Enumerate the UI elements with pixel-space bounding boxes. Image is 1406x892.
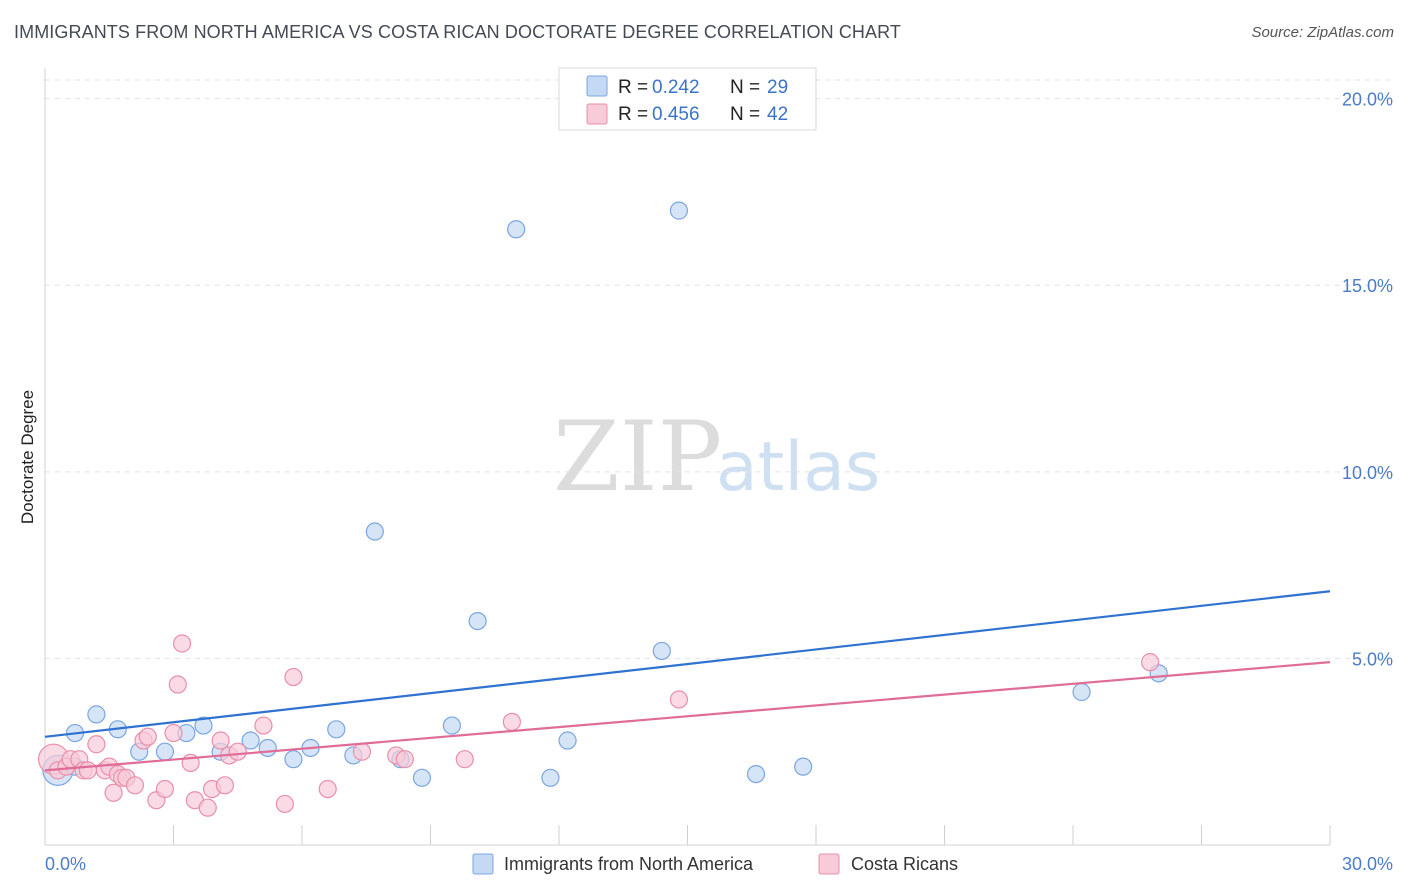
costa-ricans-point [198, 798, 217, 817]
costa-ricans-point [164, 723, 183, 743]
immigrants-point [327, 720, 346, 739]
immigrants-point [87, 705, 106, 724]
immigrants-point [194, 716, 213, 735]
legend-swatch-pink [586, 103, 608, 125]
stats-legend: R = 0.242 N = 29 R = 0.456 N = 42 [558, 67, 817, 131]
legend-swatch-blue [472, 853, 494, 875]
y-tick-label: 10.0% [1342, 463, 1393, 483]
chart-title: IMMIGRANTS FROM NORTH AMERICA VS COSTA R… [14, 22, 901, 42]
costa-ricans-point [172, 634, 192, 653]
watermark: ZIP atlas [553, 401, 880, 513]
immigrants-point [794, 757, 813, 776]
series-legend: Immigrants from North America Costa Rica… [472, 853, 958, 875]
immigrants-point [541, 768, 560, 787]
costa-ricans-point [455, 750, 474, 769]
costa-ricans-point [284, 667, 303, 687]
immigrants-point [558, 731, 577, 750]
legend-label-immigrants: Immigrants from North America [504, 854, 754, 874]
chart-source: Source: ZipAtlas.com [1251, 24, 1394, 41]
legend-n-value: 29 [767, 77, 788, 98]
legend-r-label: R = [618, 104, 648, 125]
legend-r-value: 0.242 [652, 77, 700, 98]
costa-ricans-point [78, 761, 97, 780]
legend-r-label: R = [618, 77, 648, 98]
costa-ricans-point [318, 779, 337, 799]
costa-ricans-point [228, 742, 247, 761]
immigrants-point [284, 750, 303, 769]
immigrants-trend-line [44, 590, 1331, 738]
costa-ricans-trend-line [44, 661, 1331, 772]
costa-ricans-point [502, 712, 521, 731]
costa-ricans-point [87, 735, 106, 754]
legend-r-value: 0.456 [652, 104, 700, 125]
immigrants-point [507, 220, 526, 239]
immigrants-point [669, 201, 689, 220]
costa-ricans-point [138, 727, 157, 746]
x-tick-label: 30.0% [1342, 854, 1393, 874]
trend-lines [44, 590, 1331, 772]
costa-ricans-point [211, 731, 230, 750]
costa-ricans-point [168, 675, 187, 694]
costa-ricans-point [155, 779, 175, 799]
legend-n-value: 42 [767, 104, 788, 125]
legend-n-label: N = [730, 77, 760, 98]
legend-swatch-blue [586, 75, 608, 97]
grid [45, 79, 1395, 659]
y-tick-label: 15.0% [1342, 276, 1393, 296]
tick-labels: 5.0% 10.0% 15.0% 20.0% 0.0% 30.0% [45, 90, 1393, 874]
costa-ricans-point [254, 716, 273, 735]
immigrants-point [258, 738, 277, 758]
axes [44, 68, 1331, 846]
y-axis-label: Doctorate Degree [18, 390, 37, 524]
costa-ricans-point [352, 742, 372, 761]
legend-n-label: N = [730, 104, 760, 125]
immigrants-point [241, 731, 260, 750]
costa-ricans-point [1140, 653, 1160, 672]
costa-ricans-point [395, 750, 414, 769]
immigrants-point [652, 641, 671, 661]
immigrants-point [1072, 682, 1091, 702]
costa-ricans-point [215, 776, 234, 795]
costa-ricans-point [125, 776, 145, 795]
legend-label-costa-ricans: Costa Ricans [851, 854, 958, 874]
immigrants-point [365, 522, 384, 541]
y-tick-label: 5.0% [1352, 649, 1393, 669]
y-tick-label: 20.0% [1342, 90, 1393, 110]
costa-ricans-point [669, 690, 689, 709]
immigrants-point [155, 742, 175, 761]
immigrants-point [746, 764, 766, 784]
immigrants-point [412, 768, 432, 787]
costa-ricans-point [104, 783, 123, 802]
immigrants-point [468, 611, 487, 631]
watermark-atlas: atlas [716, 428, 880, 507]
x-tick-label: 0.0% [45, 854, 86, 874]
immigrants-point [442, 716, 462, 735]
watermark-zip: ZIP [553, 401, 722, 513]
costa-ricans-point [275, 794, 294, 814]
legend-swatch-pink [818, 853, 840, 875]
